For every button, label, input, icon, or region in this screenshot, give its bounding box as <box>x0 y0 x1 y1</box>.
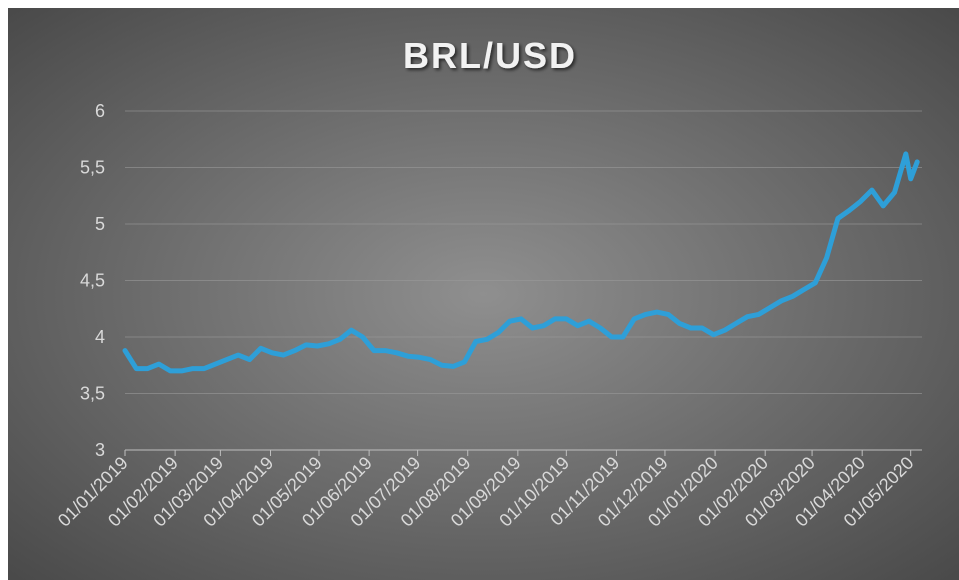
y-tick-label: 3,5 <box>80 384 105 404</box>
line-series <box>122 151 920 374</box>
y-tick-label: 5,5 <box>80 158 105 178</box>
y-tick-label: 6 <box>95 101 105 121</box>
y-tick-label: 4 <box>95 327 105 347</box>
chart-title: BRL/USD <box>403 35 577 76</box>
y-tick-label: 4,5 <box>80 271 105 291</box>
y-tick-label: 5 <box>95 214 105 234</box>
y-tick-label: 3 <box>95 440 105 460</box>
